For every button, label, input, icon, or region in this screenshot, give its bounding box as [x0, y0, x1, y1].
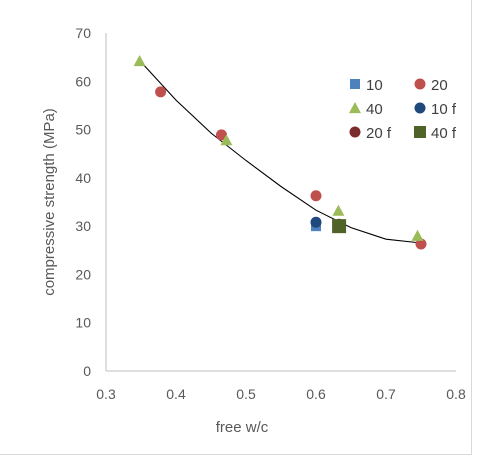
data-point-20	[310, 190, 322, 202]
y-tick-label: 20	[75, 266, 91, 282]
tick-labels: 0.3 0.4 0.5 0.6 0.7 0.8 0 10 20 30 40 50 60 70	[75, 25, 466, 402]
legend-marker-40f	[414, 126, 426, 138]
trendline	[140, 61, 422, 244]
x-tick-label: 0.5	[236, 386, 256, 402]
legend-label-40: 40	[366, 101, 383, 118]
legend-label-40f: 40 f	[431, 125, 457, 142]
axes	[105, 33, 456, 372]
data-point-20	[415, 238, 427, 250]
x-tick-label: 0.4	[166, 386, 186, 402]
x-tick-label: 0.3	[96, 386, 116, 402]
x-tick-label: 0.6	[306, 386, 326, 402]
y-tick-label: 70	[75, 25, 91, 41]
legend-marker-20	[414, 78, 426, 90]
legend-label-10f: 10 f	[431, 101, 457, 118]
legend-marker-40	[349, 102, 361, 114]
y-axis-title: compressive strength (MPa)	[41, 108, 58, 296]
x-tick-label: 0.8	[446, 386, 466, 402]
chart-area	[0, 0, 472, 455]
y-tick-label: 40	[75, 170, 91, 186]
data-point-40	[133, 55, 146, 67]
data-point-40	[220, 134, 233, 146]
legend: 10 20 40 10 f 20 f 40 f	[349, 77, 457, 142]
legend-label-20f: 20 f	[366, 125, 392, 142]
legend-label-10: 10	[366, 77, 383, 94]
data-points	[133, 55, 427, 250]
y-tick-label: 60	[75, 73, 91, 89]
legend-marker-10f	[414, 102, 426, 114]
data-point-40	[411, 229, 424, 241]
data-point-40	[332, 204, 345, 216]
y-tick-label: 50	[75, 122, 91, 138]
data-point-20	[155, 86, 167, 98]
polynomial-trendline	[140, 61, 422, 244]
legend-label-20: 20	[431, 77, 448, 94]
x-tick-label: 0.7	[376, 386, 396, 402]
y-tick-label: 30	[75, 218, 91, 234]
data-point-10f	[310, 216, 322, 228]
data-point-20	[216, 129, 227, 141]
data-point-40f	[332, 219, 347, 234]
legend-marker-10	[350, 79, 360, 89]
x-axis-title: free w/c	[216, 419, 269, 436]
y-tick-label: 0	[83, 363, 91, 379]
legend-marker-20f	[349, 126, 361, 138]
y-tick-label: 10	[75, 315, 91, 331]
